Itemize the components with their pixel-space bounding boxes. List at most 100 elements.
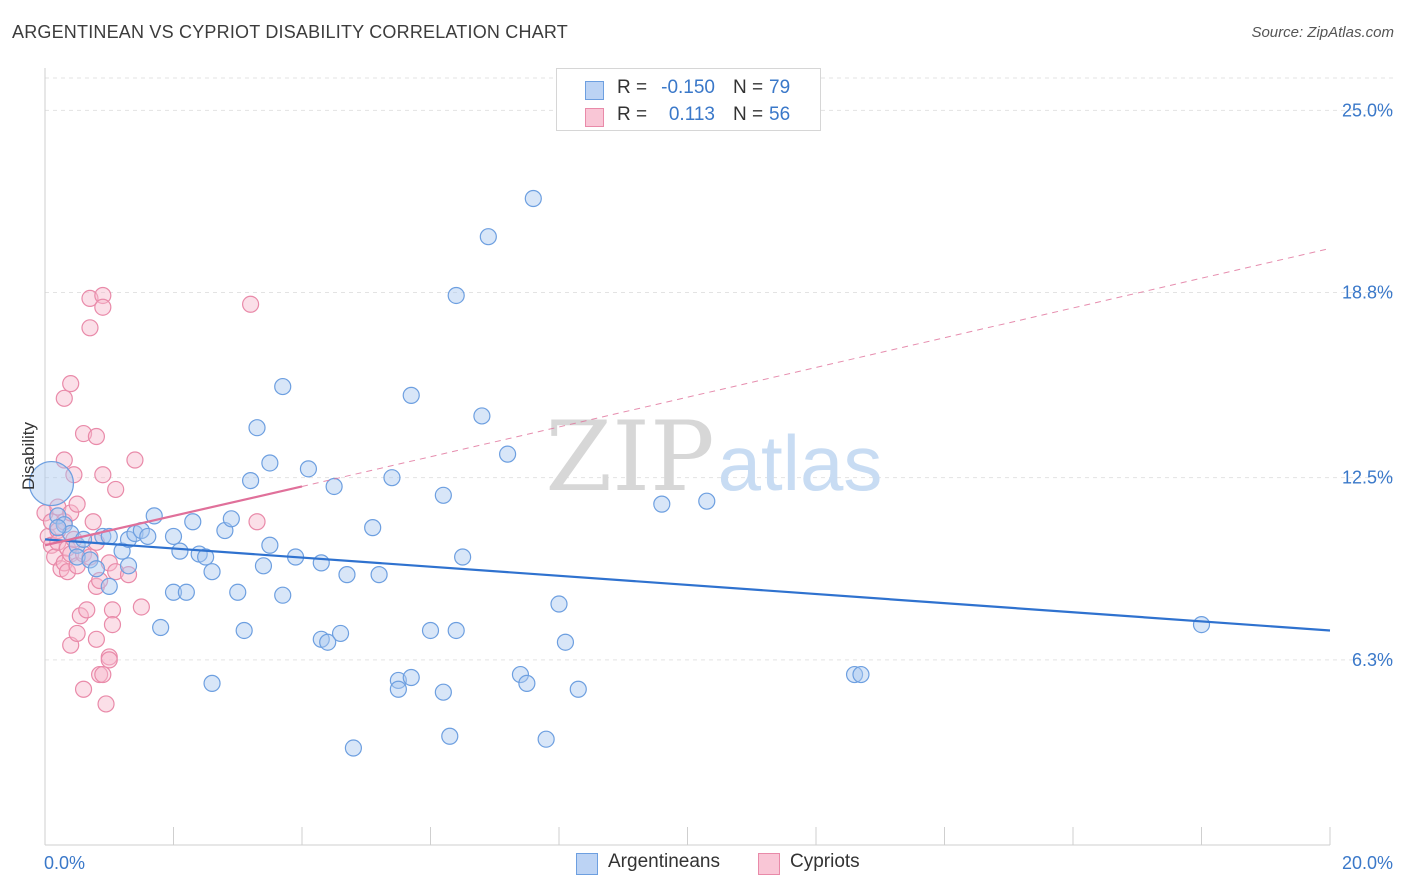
watermark-zip: ZIP xyxy=(545,401,714,513)
argentineans-point xyxy=(203,563,221,581)
y-tick-label: 25.0% xyxy=(1342,100,1393,120)
argentineans-point xyxy=(441,727,459,745)
cypriots-point xyxy=(58,563,77,581)
argentineans-point xyxy=(421,621,440,640)
argentineans-point xyxy=(389,680,407,698)
cypriots-points xyxy=(36,286,266,713)
argentineans-point xyxy=(164,583,183,601)
cypriots-point xyxy=(242,295,260,313)
cypriots-point xyxy=(87,427,106,446)
argentineans-point xyxy=(569,680,587,698)
gridlines xyxy=(45,77,1395,661)
argentineans-point xyxy=(261,454,279,472)
argentineans-point xyxy=(171,542,189,560)
argentineans-point xyxy=(274,377,292,396)
legend-r-value: -0.150 xyxy=(661,77,715,98)
bottom-legend-label: Argentineans xyxy=(608,851,720,872)
argentineans-point xyxy=(81,551,99,569)
argentineans-point xyxy=(556,633,575,651)
cypriots-point xyxy=(103,615,122,634)
argentineans-point xyxy=(68,548,86,566)
argentineans-point xyxy=(229,583,247,601)
argentineans-point xyxy=(447,621,465,640)
argentineans-point xyxy=(434,486,452,504)
x-tick-label: 20.0% xyxy=(1342,853,1393,873)
cypriots-point xyxy=(42,513,61,531)
argentineans-point xyxy=(364,519,382,537)
argentineans-point xyxy=(338,566,356,584)
argentineans-point xyxy=(653,495,671,513)
argentineans-point xyxy=(119,557,138,575)
argentineans-point xyxy=(152,618,170,637)
argentineans-point xyxy=(698,492,716,510)
argentineans-point xyxy=(473,407,491,425)
argentineans-point xyxy=(499,445,517,463)
cypriots-point xyxy=(55,451,73,469)
argentineans-point xyxy=(299,460,318,478)
argentineans-point xyxy=(845,665,864,684)
cypriots-point xyxy=(78,601,96,619)
argentineans-trendline xyxy=(44,538,1331,632)
legend-n-label: N = xyxy=(733,77,764,98)
argentineans-point xyxy=(312,554,330,572)
argentineans-point xyxy=(370,566,388,584)
y-tick-label: 12.5% xyxy=(1342,468,1393,488)
argentineans-point xyxy=(402,668,420,687)
cypriots-point xyxy=(94,466,112,484)
argentineans-point xyxy=(319,633,337,651)
argentineans-point xyxy=(331,624,350,643)
cypriots-point xyxy=(248,513,266,531)
bottom-legend-swatch-pink xyxy=(758,853,780,875)
legend-r-label: R = xyxy=(617,104,648,125)
cypriots-point xyxy=(132,598,150,616)
argentineans-point xyxy=(1192,615,1211,634)
axes xyxy=(44,68,1331,846)
tick-labels: 6.3% 12.5% 18.8% 25.0% 0.0% 20.0% xyxy=(44,100,1393,873)
cypriots-point xyxy=(81,319,99,337)
legend-n-value: 56 xyxy=(769,104,791,125)
argentineans-point xyxy=(537,730,555,748)
argentineans-point xyxy=(383,469,401,487)
cypriots-point xyxy=(71,607,89,625)
legend-r-label: R = xyxy=(617,77,648,98)
watermark-atlas: atlas xyxy=(718,419,883,507)
argentineans-point xyxy=(389,671,407,690)
source-label: Source: ZipAtlas.com xyxy=(1251,24,1394,41)
cypriots-point xyxy=(94,286,112,305)
y-axis-label: Disability xyxy=(19,421,38,490)
cypriots-point xyxy=(94,665,112,684)
watermark: ZIP atlas xyxy=(545,401,882,513)
cypriots-point xyxy=(68,495,86,513)
cypriots-point xyxy=(87,630,106,648)
stats-legend: R = -0.150 N = 79 R = 0.113 N = 56 xyxy=(556,68,821,131)
argentineans-point xyxy=(454,548,472,566)
cypriots-point xyxy=(68,624,86,643)
cypriots-point xyxy=(84,513,102,531)
legend-swatch-blue xyxy=(585,81,604,100)
cypriots-point xyxy=(103,601,122,619)
cypriots-point xyxy=(119,566,138,584)
argentineans-point xyxy=(49,519,67,537)
chart-title: ARGENTINEAN VS CYPRIOT DISABILITY CORREL… xyxy=(12,22,568,42)
argentineans-point xyxy=(177,583,195,601)
argentineans-point xyxy=(254,557,273,575)
argentineans-point xyxy=(524,189,542,208)
bottom-legend-label: Cypriots xyxy=(790,851,860,872)
argentineans-point xyxy=(479,228,497,246)
argentineans-point xyxy=(242,472,260,490)
x-tick-label: 0.0% xyxy=(44,853,85,873)
argentineans-point xyxy=(402,386,420,404)
argentineans-point xyxy=(203,674,221,692)
argentineans-point xyxy=(184,513,202,531)
cypriots-point xyxy=(94,298,112,316)
cypriots-point xyxy=(74,424,93,443)
cypriots-point xyxy=(126,451,144,469)
argentineans-point xyxy=(274,586,292,604)
argentineans-point xyxy=(261,536,279,554)
legend-swatch-pink xyxy=(585,108,604,127)
argentineans-point xyxy=(447,286,465,305)
argentineans-point xyxy=(235,621,253,640)
y-tick-label: 18.8% xyxy=(1342,283,1393,303)
argentineans-point xyxy=(344,739,362,757)
